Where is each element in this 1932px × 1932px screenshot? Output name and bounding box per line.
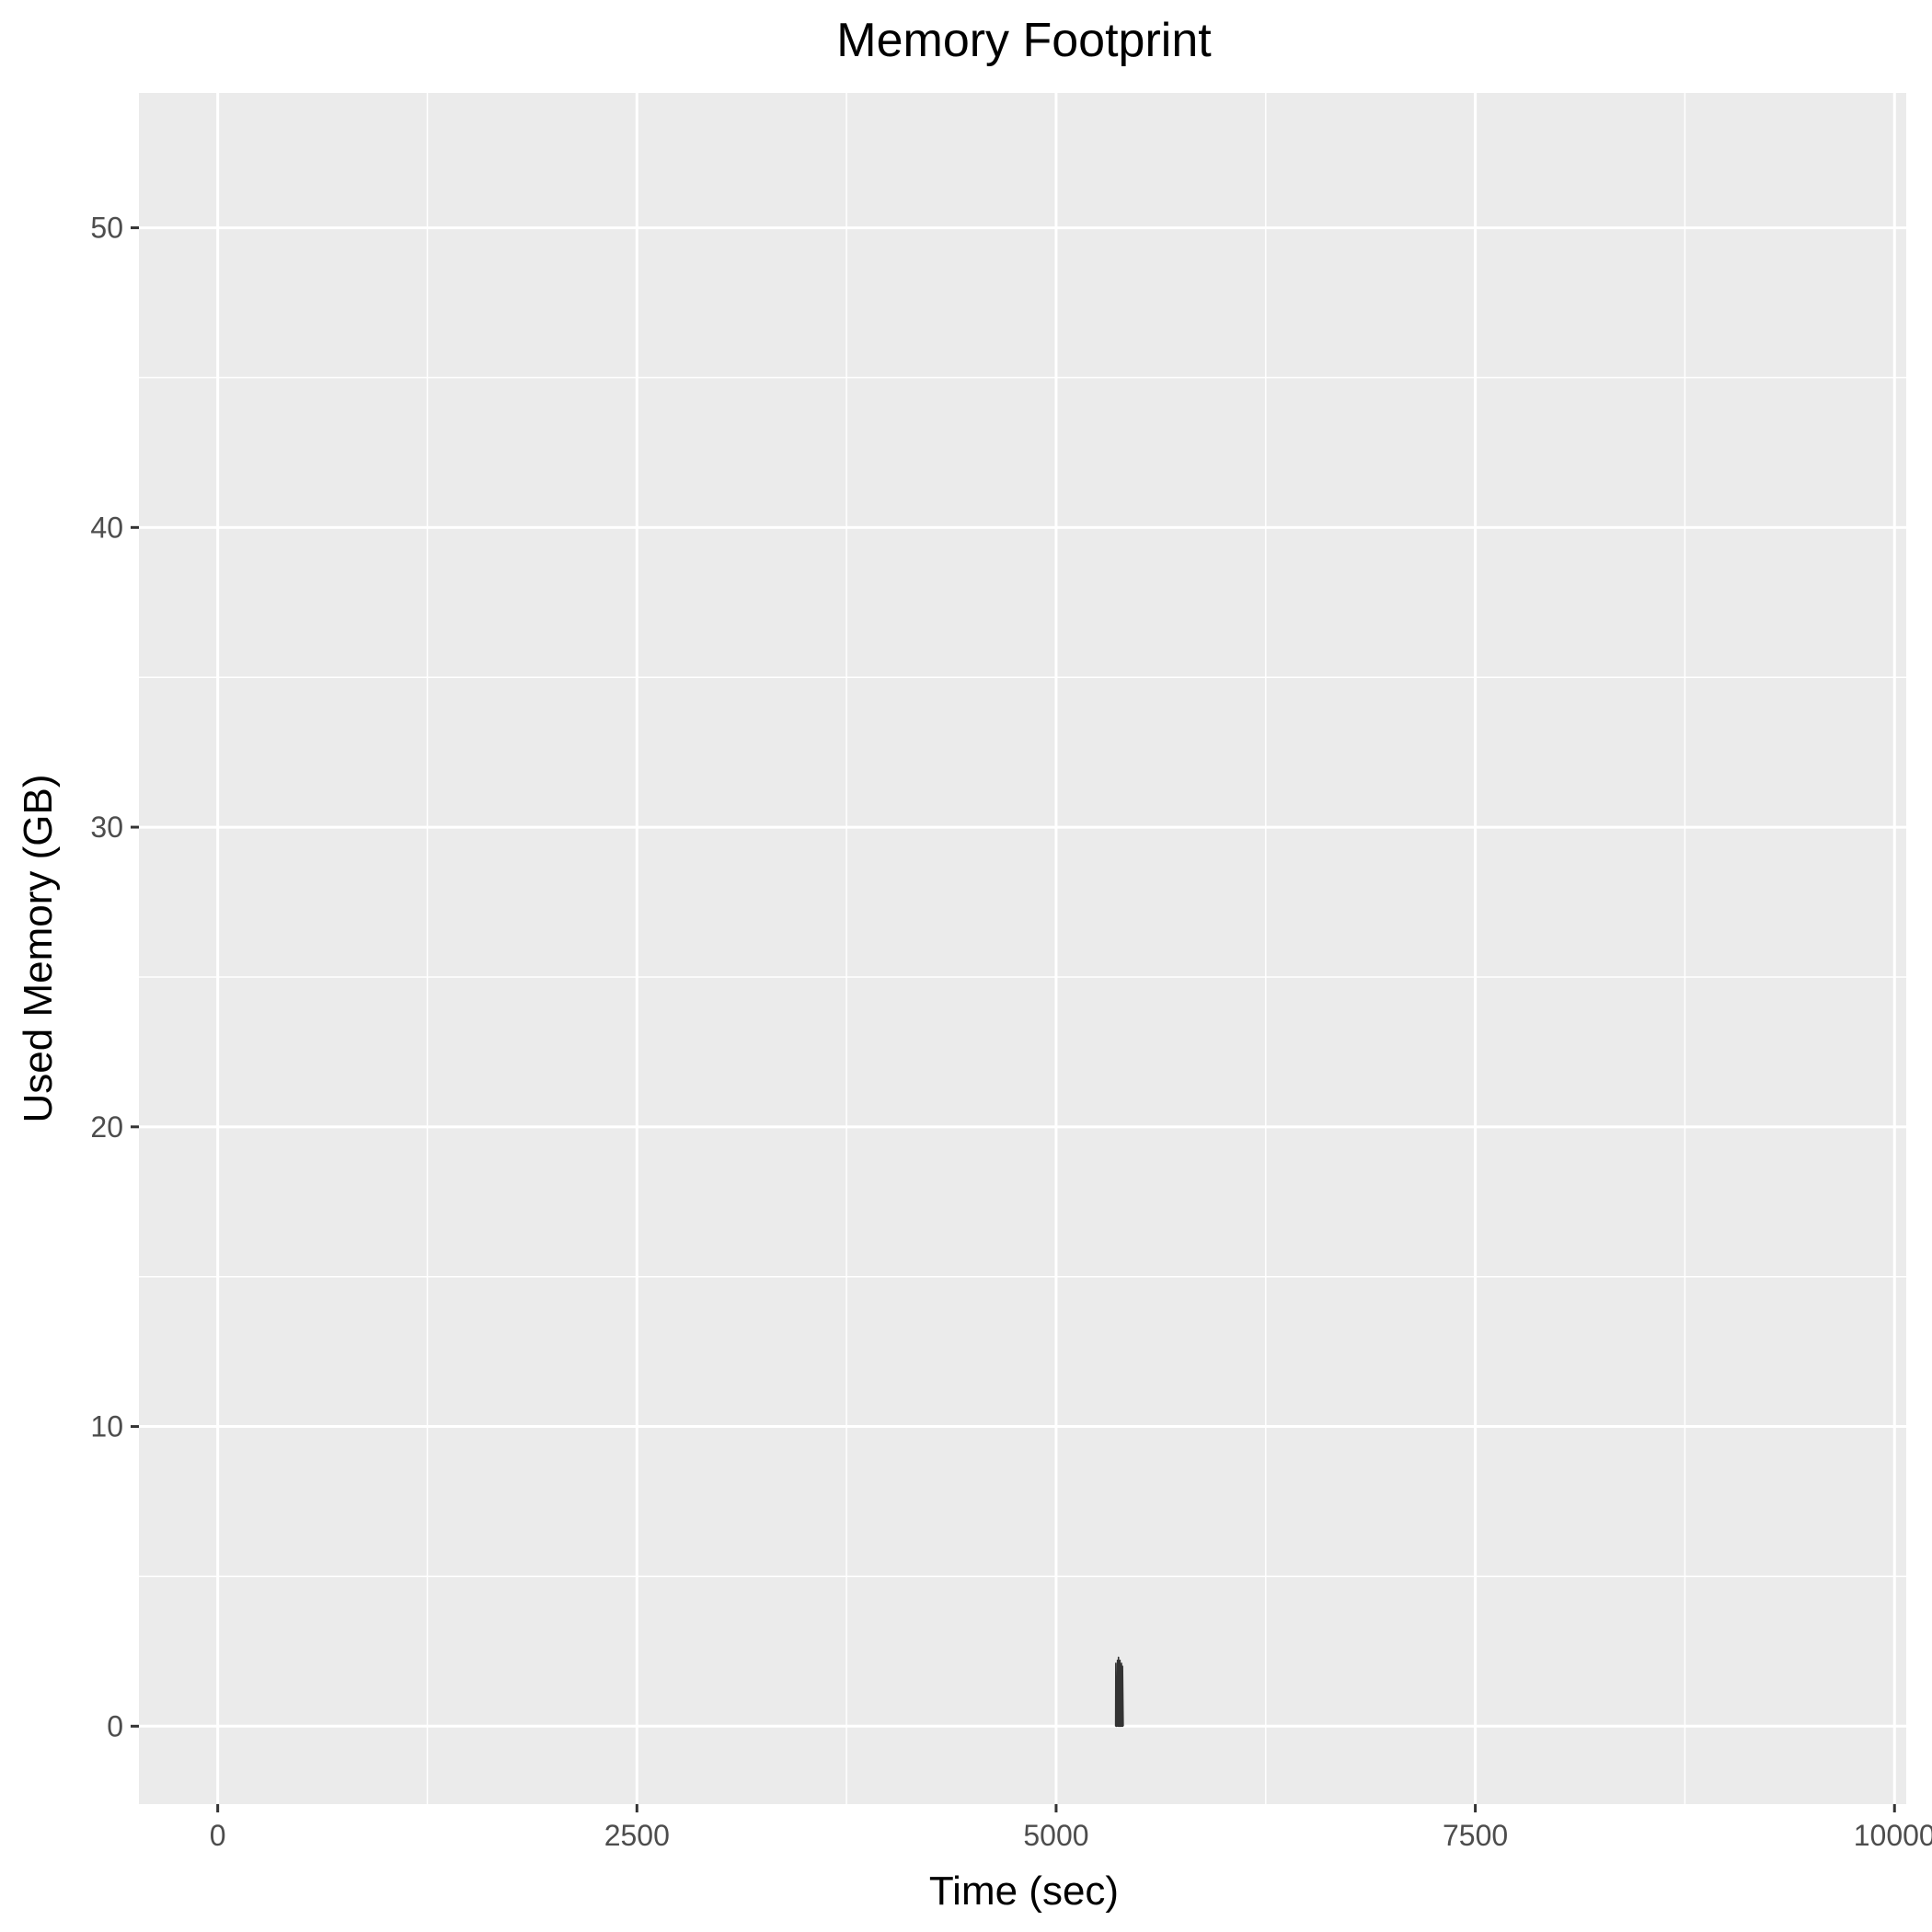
x-tick-label: 0 [210, 1819, 226, 1852]
y-tick-label: 10 [90, 1410, 123, 1443]
x-axis-label: Time (sec) [929, 1869, 1119, 1914]
plot-panel [139, 93, 1906, 1804]
data-layer [1116, 1657, 1123, 1726]
y-axis-label: Used Memory (GB) [16, 775, 61, 1123]
y-tick-label: 30 [90, 811, 123, 844]
y-tick-label: 0 [107, 1709, 123, 1742]
y-tick-label: 20 [90, 1110, 123, 1144]
x-tick-label: 7500 [1443, 1819, 1508, 1852]
y-tick-label: 50 [90, 212, 123, 245]
x-tick-label: 5000 [1023, 1819, 1088, 1852]
x-tick-label: 10000 [1854, 1819, 1932, 1852]
y-tick-label: 40 [90, 511, 123, 544]
chart-title: Memory Footprint [836, 14, 1212, 67]
x-tick-label: 2500 [604, 1819, 670, 1852]
series-line-memory [1116, 1657, 1123, 1726]
